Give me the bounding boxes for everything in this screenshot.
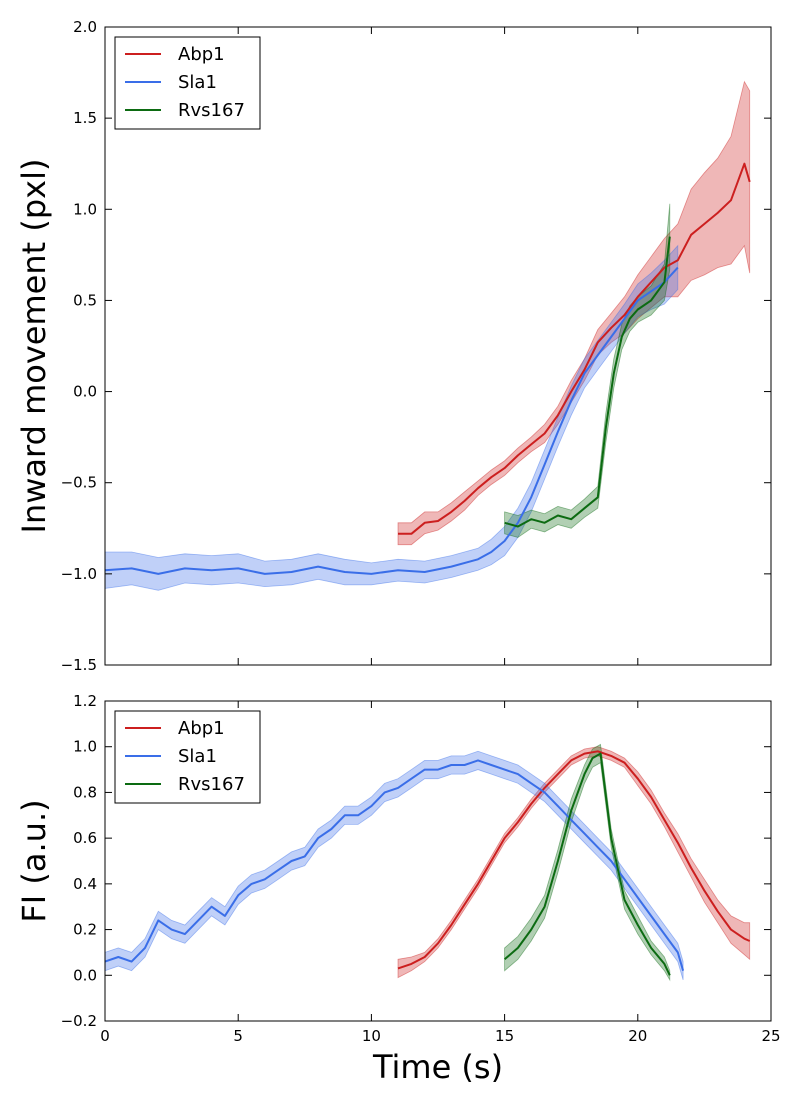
bottom-band-sla1 bbox=[104, 750, 684, 981]
top-ytick-label: 0.5 bbox=[73, 291, 97, 309]
bottom-legend-label-abp1: Abp1 bbox=[178, 718, 225, 739]
top-plot-area bbox=[105, 27, 771, 665]
bottom-plot-frame bbox=[104, 700, 772, 1022]
top-axis-ticks: −1.5 −1.0 −0.5 0.0 0.5 1.0 1.5 2.0 bbox=[61, 18, 772, 674]
bottom-ytick-label: 1.0 bbox=[73, 738, 97, 756]
bottom-ytick-label: 0.6 bbox=[73, 829, 97, 847]
top-ytick-label: −1.5 bbox=[61, 656, 97, 674]
bottom-xtick-label: 25 bbox=[761, 1027, 780, 1045]
bottom-ytick-label: 0.4 bbox=[73, 875, 97, 893]
bottom-confidence-bands bbox=[104, 743, 751, 982]
top-plot-frame bbox=[104, 26, 772, 666]
bottom-ytick-label: 0.0 bbox=[73, 966, 97, 984]
bottom-band-abp1 bbox=[397, 746, 751, 979]
top-band-rvs167 bbox=[504, 203, 671, 538]
top-band-abp1 bbox=[397, 80, 751, 546]
bottom-series-lines bbox=[104, 750, 751, 976]
bottom-ytick-label: 1.2 bbox=[73, 692, 97, 710]
top-ytick-label: 1.5 bbox=[73, 109, 97, 127]
bottom-xtick-label: 15 bbox=[495, 1027, 514, 1045]
x-axis-label: Time (s) bbox=[372, 1048, 503, 1086]
bottom-xtick-label: 0 bbox=[100, 1027, 110, 1045]
top-ytick-label: 0.0 bbox=[73, 383, 97, 401]
top-legend: Abp1 Sla1 Rvs167 bbox=[114, 36, 261, 130]
bottom-ytick-label: −0.2 bbox=[61, 1012, 97, 1030]
bottom-ytick-label: 0.8 bbox=[73, 783, 97, 801]
bottom-legend-label-sla1: Sla1 bbox=[178, 746, 217, 767]
top-line-rvs167 bbox=[504, 236, 671, 528]
bottom-xtick-label: 5 bbox=[233, 1027, 243, 1045]
top-ytick-label: −0.5 bbox=[61, 474, 97, 492]
top-ytick-label: 2.0 bbox=[73, 18, 97, 36]
bottom-xtick-label: 10 bbox=[362, 1027, 381, 1045]
top-series-lines bbox=[104, 162, 751, 575]
top-ytick-label: −1.0 bbox=[61, 565, 97, 583]
bottom-legend-label-rvs167: Rvs167 bbox=[178, 774, 245, 795]
bottom-ytick-label: 0.2 bbox=[73, 921, 97, 939]
bottom-line-rvs167 bbox=[503, 752, 671, 976]
top-ytick-label: 1.0 bbox=[73, 200, 97, 218]
bottom-y-axis-label: FI (a.u.) bbox=[15, 799, 53, 922]
bottom-legend: Abp1 Sla1 Rvs167 bbox=[114, 710, 261, 804]
top-legend-label-rvs167: Rvs167 bbox=[178, 100, 245, 121]
bottom-panel: −0.2 0.0 0.2 0.4 0.6 0.8 1.0 1.2 0 5 10 15 20 25 Abp1… bbox=[15, 692, 781, 1086]
bottom-xtick-label: 20 bbox=[628, 1027, 647, 1045]
top-legend-label-abp1: Abp1 bbox=[178, 44, 225, 65]
top-y-axis-label: Inward movement (pxl) bbox=[15, 159, 53, 534]
bottom-axis-ticks: −0.2 0.0 0.2 0.4 0.6 0.8 1.0 1.2 0 5 10 15 20 25 bbox=[61, 692, 781, 1045]
top-panel: −1.5 −1.0 −0.5 0.0 0.5 1.0 1.5 2.0 Abp1 Sla1 Rvs1… bbox=[15, 18, 772, 674]
top-line-sla1 bbox=[104, 266, 679, 575]
bottom-line-abp1 bbox=[397, 750, 751, 970]
bottom-band-rvs167 bbox=[504, 743, 671, 982]
bottom-line-sla1 bbox=[104, 759, 685, 971]
top-legend-label-sla1: Sla1 bbox=[178, 72, 217, 93]
top-line-abp1 bbox=[398, 162, 751, 535]
